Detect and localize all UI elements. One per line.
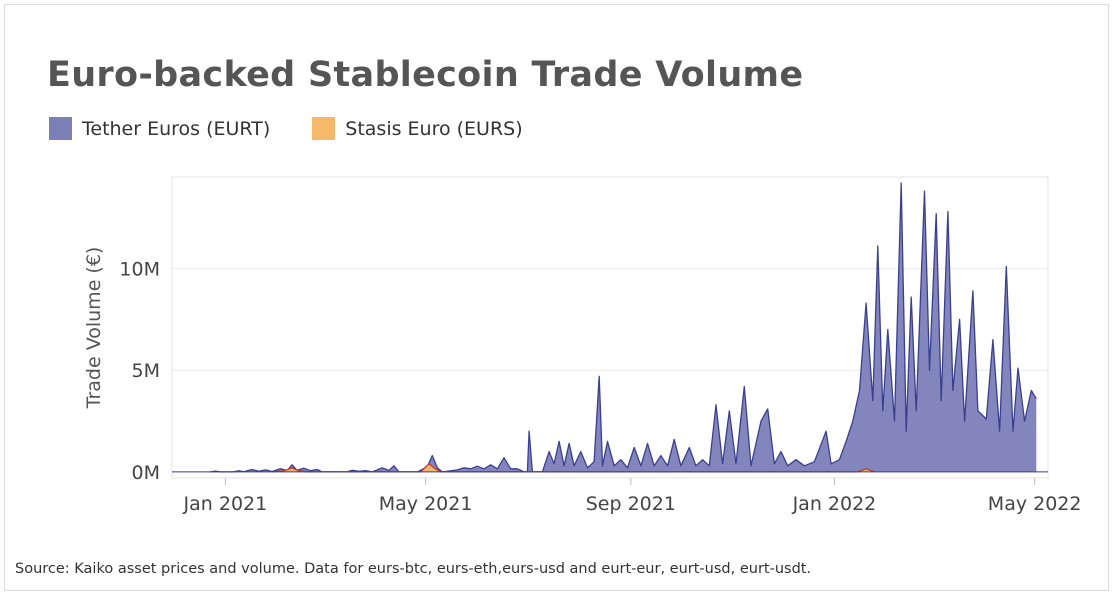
legend-swatch-eurt: [49, 117, 72, 140]
legend-label-eurs: Stasis Euro (EURS): [345, 117, 523, 140]
y-tick-label-0: 0M: [132, 462, 160, 484]
y-axis-label: Trade Volume (€): [83, 247, 105, 410]
plot-svg: 0M 5M 10M Jan 2021 May 2021 Sep 2021 Jan 2022 M…: [83, 176, 1082, 515]
legend-swatch-eurs: [312, 117, 336, 140]
x-tick-label-4: May 2022: [988, 493, 1082, 515]
source-note: Source: Kaiko asset prices and volume. D…: [15, 561, 812, 577]
legend-item-eurs[interactable]: Stasis Euro (EURS): [312, 117, 523, 140]
y-tick-label-2: 10M: [119, 259, 160, 281]
chart-title: Euro-backed Stablecoin Trade Volume: [47, 55, 804, 95]
legend-item-eurt[interactable]: Tether Euros (EURT): [49, 117, 270, 140]
chart-frame: Euro-backed Stablecoin Trade Volume Teth…: [4, 4, 1109, 591]
line-eurs: [272, 463, 875, 473]
line-eurt: [210, 182, 1037, 473]
legend: Tether Euros (EURT) Stasis Euro (EURS): [49, 117, 565, 140]
x-tick-label-3: Jan 2022: [792, 493, 877, 515]
legend-label-eurt: Tether Euros (EURT): [82, 117, 271, 140]
x-tick-label-0: Jan 2021: [183, 493, 268, 515]
x-tick-label-1: May 2021: [379, 493, 473, 515]
y-tick-label-1: 5M: [132, 360, 160, 382]
area-eurt: [210, 183, 1037, 472]
x-tick-label-2: Sep 2021: [586, 493, 676, 515]
